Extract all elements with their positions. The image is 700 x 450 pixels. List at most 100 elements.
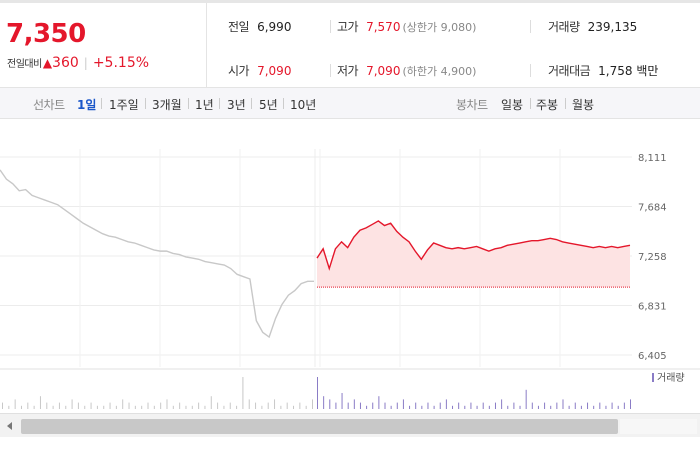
up-arrow-icon: ▲ bbox=[42, 56, 53, 70]
open-cell: 시가 7,090 bbox=[228, 62, 291, 79]
high-cell: 고가 7,570 (상한가 9,080) bbox=[337, 18, 476, 35]
volume-bar-today bbox=[587, 402, 589, 409]
tab-period-10y[interactable]: 10년 bbox=[290, 98, 317, 112]
volume-bar-today bbox=[525, 389, 527, 409]
volume-bar-today bbox=[353, 399, 355, 409]
line-chart-label: 선차트 bbox=[33, 98, 65, 112]
volume-bar-previous-day bbox=[20, 405, 22, 409]
volume-bar-today bbox=[421, 405, 423, 409]
volume-legend-label: 거래량 bbox=[657, 372, 685, 384]
volume-bar-previous-day bbox=[147, 402, 149, 409]
tab-period-3y[interactable]: 3년 bbox=[227, 98, 246, 112]
scrollbar-thumb[interactable] bbox=[21, 419, 618, 434]
volume-label: 거래량 bbox=[548, 20, 580, 34]
volume-bar-previous-day bbox=[52, 405, 54, 409]
volume-bar-previous-day bbox=[77, 402, 79, 409]
divider bbox=[219, 98, 220, 109]
volume-bar-previous-day bbox=[198, 402, 200, 409]
change-label: 전일대비 bbox=[7, 59, 42, 70]
volume-bar-previous-day bbox=[65, 405, 67, 409]
volume-bar-previous-day bbox=[39, 396, 41, 409]
price-box: 7,350 전일대비▲360 | +5.15% bbox=[0, 3, 207, 88]
volume-bar-previous-day bbox=[84, 405, 86, 409]
upper-limit-text: (상한가 9,080) bbox=[402, 21, 477, 34]
volume-bar-today bbox=[617, 405, 619, 409]
y-tick-label: 8,111 bbox=[638, 153, 667, 164]
volume-bar-previous-day bbox=[210, 396, 212, 409]
volume-bar-previous-day bbox=[267, 402, 269, 409]
scrollbar-track[interactable] bbox=[620, 419, 697, 434]
volume-bar-previous-day bbox=[103, 405, 105, 409]
volume-bar-today bbox=[470, 402, 472, 409]
scroll-left-arrow-icon[interactable] bbox=[3, 419, 17, 433]
volume-bar-previous-day bbox=[229, 402, 231, 409]
volume-bar-today bbox=[537, 405, 539, 409]
volume-bar-previous-day bbox=[179, 402, 181, 409]
tab-period-1w[interactable]: 1주일 bbox=[109, 98, 139, 112]
volume-bar-today bbox=[623, 402, 625, 409]
prev-close-label: 전일 bbox=[228, 20, 250, 34]
volume-bar-today bbox=[501, 399, 503, 409]
high-value: 7,570 bbox=[366, 20, 401, 34]
tab-candle-monthly[interactable]: 월봉 bbox=[572, 98, 595, 112]
volume-bar-previous-day bbox=[236, 405, 238, 409]
volume-bar-today bbox=[556, 402, 558, 409]
volume-bar-previous-day bbox=[96, 405, 98, 409]
today-price-area bbox=[317, 220, 630, 288]
volume-bar-previous-day bbox=[153, 405, 155, 409]
volume-bar-today bbox=[445, 399, 447, 409]
price-chart[interactable]: 8,111 7,684 7,258 6,831 6,405 거래량 bbox=[0, 120, 700, 413]
volume-bar-previous-day bbox=[261, 405, 263, 409]
y-tick-label: 7,258 bbox=[638, 252, 667, 263]
volume-bar-today bbox=[531, 402, 533, 409]
volume-bar-today bbox=[599, 402, 601, 409]
chart-grid bbox=[0, 149, 632, 367]
low-cell: 저가 7,090 (하한가 4,900) bbox=[337, 62, 476, 79]
volume-bar-today bbox=[544, 402, 546, 409]
divider bbox=[330, 20, 331, 33]
volume-bar-previous-day bbox=[166, 399, 168, 409]
volume-bar-previous-day bbox=[115, 405, 117, 409]
volume-bar-today bbox=[341, 393, 343, 409]
volume-legend-swatch bbox=[652, 373, 654, 382]
candle-chart-label: 봉차트 bbox=[456, 98, 488, 112]
today-price-line bbox=[316, 220, 631, 271]
volume-bar-today bbox=[574, 402, 576, 409]
volume-cell: 거래량 239,135 bbox=[548, 18, 637, 35]
volume-bar-today bbox=[433, 405, 435, 409]
tab-period-1d[interactable]: 1일 bbox=[77, 98, 97, 112]
volume-bar-today bbox=[347, 402, 349, 409]
volume-bar-today bbox=[366, 405, 368, 409]
volume-bar-previous-day bbox=[109, 402, 111, 409]
volume-bar-today bbox=[593, 405, 595, 409]
tab-candle-weekly[interactable]: 주봉 bbox=[536, 98, 559, 112]
volume-bar-today bbox=[415, 402, 417, 409]
volume-bar-today bbox=[378, 396, 380, 409]
volume-bar-today bbox=[550, 405, 552, 409]
y-tick-label: 6,405 bbox=[638, 351, 667, 362]
tab-candle-daily[interactable]: 일봉 bbox=[501, 98, 524, 112]
volume-bar-today bbox=[507, 405, 509, 409]
volume-bar-previous-day bbox=[312, 399, 313, 409]
volume-bar-previous-day bbox=[274, 399, 276, 409]
volume-bar-previous-day bbox=[204, 405, 206, 409]
tab-period-3m[interactable]: 3개월 bbox=[152, 98, 182, 112]
volume-bar-today bbox=[384, 402, 386, 409]
tab-period-1y[interactable]: 1년 bbox=[195, 98, 214, 112]
divider bbox=[330, 64, 331, 77]
volume-bar-today bbox=[452, 405, 454, 409]
volume-bar-today bbox=[439, 402, 441, 409]
volume-bar-today bbox=[458, 402, 460, 409]
divider bbox=[565, 98, 566, 109]
volume-bar-previous-day bbox=[248, 399, 250, 409]
volume-bar-today bbox=[482, 402, 484, 409]
volume-bar-previous-day bbox=[299, 402, 301, 409]
tab-period-5y[interactable]: 5년 bbox=[259, 98, 278, 112]
volume-bar-today bbox=[568, 405, 570, 409]
volume-bar-today bbox=[359, 402, 361, 409]
chart-scrollbar[interactable] bbox=[0, 413, 700, 437]
trade-value-value: 1,758 백만 bbox=[598, 64, 659, 78]
y-tick-label: 7,684 bbox=[638, 203, 667, 214]
volume-bar-previous-day bbox=[8, 405, 10, 409]
volume-bar-previous-day bbox=[27, 402, 29, 409]
